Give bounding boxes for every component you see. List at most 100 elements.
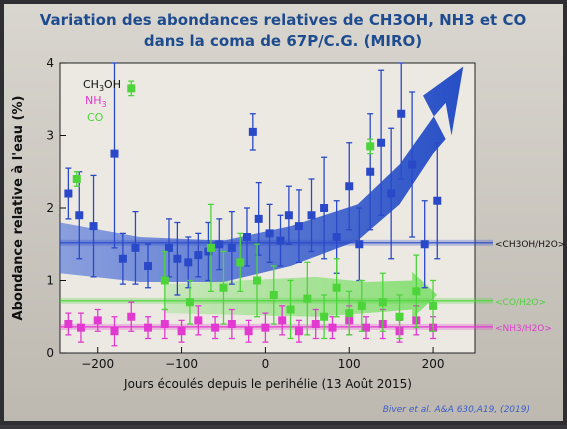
slide-title-line1: Variation des abondances relatives de CH… (40, 11, 526, 29)
nh3-marker-2 (93, 316, 102, 325)
ch3oh-point-31 (420, 200, 429, 289)
axes-layer: −200 −100 0 100 200 0 1 2 3 4 (46, 56, 444, 371)
y-tick-label-0: 0 (46, 346, 54, 360)
trend-layer (60, 66, 464, 319)
ch3oh-point-0 (64, 167, 73, 220)
co-marker-2 (160, 276, 169, 285)
ch3oh-point-32 (433, 142, 442, 260)
ch3oh-mean-label: <CH3OH/H2O> (495, 240, 565, 250)
ch3oh-marker-18 (276, 236, 285, 245)
co-point-13 (345, 290, 354, 336)
ch3oh-marker-9 (184, 258, 193, 267)
legend: CH3OH NH3 CO (83, 78, 121, 124)
ch3oh-marker-10 (194, 251, 203, 260)
co-marker-4 (206, 243, 215, 252)
nh3-point-3 (110, 316, 119, 347)
co-marker-3 (185, 298, 194, 307)
ch3oh-marker-25 (355, 240, 364, 249)
nh3-marker-15 (311, 320, 320, 328)
nh3-marker-6 (160, 320, 169, 328)
y-axis-label: Abondance relative à l'eau (%) (11, 96, 26, 321)
co-marker-14 (357, 301, 366, 310)
co-trend-arrow (164, 271, 438, 319)
nh3-marker-18 (362, 323, 371, 332)
nh3-point-7 (177, 319, 186, 343)
ch3oh-point-30 (408, 91, 417, 238)
ch3oh-marker-3 (110, 149, 119, 158)
ch3oh-marker-15 (248, 127, 257, 136)
y-tick-label-2: 2 (46, 201, 54, 215)
nh3-mean-label: <NH3/H2O> (495, 324, 552, 334)
co-point-10 (303, 261, 312, 336)
ch3oh-point-17 (265, 203, 274, 264)
co-point-9 (286, 279, 295, 340)
nh3-marker-10 (227, 320, 236, 328)
data-points-layer (64, 62, 442, 347)
co-marker-0 (72, 175, 81, 183)
nh3-marker-7 (177, 327, 186, 336)
ch3oh-marker-6 (144, 262, 153, 270)
nh3-marker-13 (278, 316, 287, 325)
co-mean-label: <CO/H2O> (495, 298, 546, 308)
ch3oh-marker-23 (332, 233, 341, 241)
ch3oh-point-22 (320, 156, 329, 260)
ch3oh-point-3 (110, 62, 119, 249)
nh3-point-11 (244, 319, 253, 343)
ch3oh-marker-13 (227, 243, 236, 252)
x-tick-label-100: 100 (338, 357, 361, 371)
nh3-marker-5 (144, 323, 153, 332)
ch3oh-point-26 (366, 113, 375, 231)
co-marker-18 (412, 287, 421, 296)
ch3oh-point-27 (377, 69, 386, 216)
co-marker-15 (366, 142, 375, 151)
co-marker-5 (219, 283, 228, 292)
nh3-marker-0 (64, 320, 73, 328)
nh3-point-14 (294, 319, 303, 343)
co-point-7 (253, 243, 262, 318)
nh3-marker-16 (328, 323, 337, 332)
ch3oh-point-2 (89, 174, 98, 278)
co-point-2 (160, 250, 169, 311)
co-point-15 (366, 138, 375, 155)
co-point-18 (412, 254, 421, 329)
co-marker-7 (253, 276, 262, 285)
nh3-point-9 (211, 316, 220, 340)
co-point-19 (429, 279, 438, 332)
ch3oh-point-4 (118, 232, 127, 285)
ch3oh-marker-30 (408, 160, 417, 169)
ch3oh-marker-2 (89, 222, 98, 231)
nh3-marker-12 (261, 323, 270, 332)
ch3oh-marker-31 (420, 240, 429, 249)
nh3-point-15 (311, 308, 320, 340)
x-tick-label--100: −100 (165, 357, 198, 371)
co-marker-17 (395, 312, 404, 321)
nh3-point-5 (144, 316, 153, 340)
ch3oh-marker-1 (75, 211, 84, 220)
co-point-11 (320, 294, 329, 340)
ch3oh-trend-arrow (60, 66, 464, 282)
legend-co: CO (87, 111, 104, 124)
ch3oh-point-21 (307, 178, 316, 253)
nh3-marker-1 (76, 323, 85, 332)
nh3-point-12 (261, 312, 270, 343)
nh3-marker-4 (127, 312, 136, 321)
legend-nh3: NH3 (85, 94, 107, 109)
slide-title-line2: dans la coma de 67P/C.G. (MIRO) (144, 32, 422, 50)
ch3oh-point-5 (131, 210, 140, 285)
ch3oh-point-13 (227, 210, 236, 285)
nh3-point-1 (76, 312, 85, 343)
co-marker-8 (269, 291, 278, 299)
co-point-6 (236, 232, 245, 293)
co-marker-16 (378, 298, 387, 307)
nh3-marker-14 (294, 327, 303, 336)
ch3oh-point-15 (248, 113, 257, 151)
co-point-0 (72, 171, 81, 187)
ch3oh-marker-21 (307, 211, 316, 220)
co-marker-6 (236, 258, 245, 267)
co-marker-19 (429, 301, 438, 310)
ch3oh-point-18 (276, 214, 285, 267)
x-axis-label: Jours écoulés depuis le perihélie (13 Ao… (123, 377, 412, 391)
citation: Biver et al. A&A 630,A19, (2019) (383, 405, 530, 415)
ch3oh-marker-24 (345, 182, 354, 191)
